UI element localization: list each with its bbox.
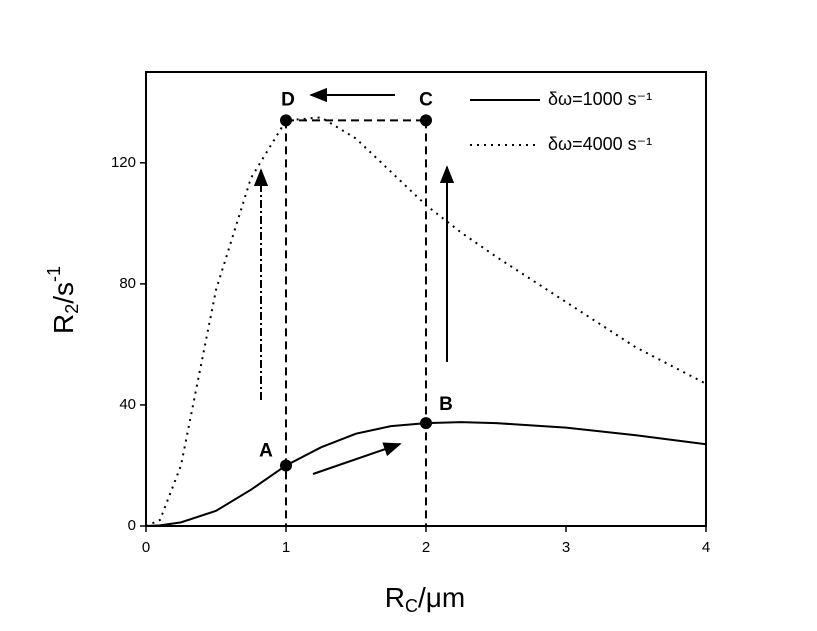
point-marker: [420, 114, 432, 127]
x-tick-label: 3: [562, 539, 570, 556]
point-marker: [420, 417, 432, 430]
point-label: C: [419, 89, 433, 110]
point-marker: [280, 459, 292, 472]
line-series: [145, 421, 707, 527]
legend-label: δω=4000 s⁻¹: [548, 134, 652, 154]
point-marker: [280, 114, 292, 127]
x-tick-label: 2: [422, 539, 430, 556]
point-label: D: [281, 89, 295, 110]
point-label: A: [259, 440, 273, 461]
point-label: B: [439, 394, 453, 415]
y-tick-label: 80: [119, 275, 136, 292]
x-tick-label: 4: [702, 539, 710, 556]
line-series: [145, 116, 707, 527]
y-tick-label: 0: [128, 517, 136, 534]
y-tick-label: 40: [119, 396, 136, 413]
x-axis-label: RC/μm: [385, 582, 465, 615]
legend-label: δω=1000 s⁻¹: [548, 89, 652, 109]
arrow: [312, 442, 402, 475]
x-tick-label: 0: [142, 539, 150, 556]
y-axis-label: R2/s-1: [44, 266, 82, 334]
x-tick-label: 1: [282, 539, 290, 556]
y-tick-label: 120: [111, 154, 136, 171]
